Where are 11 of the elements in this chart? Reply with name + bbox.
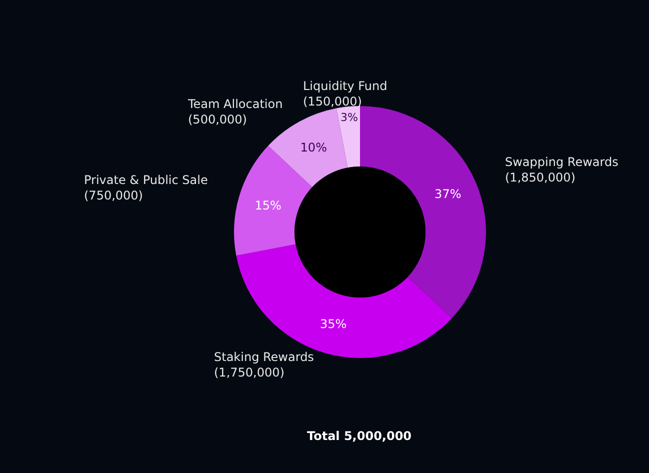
slice-label: Team Allocation (500,000) xyxy=(187,97,283,127)
data-label: 15% xyxy=(254,198,282,212)
data-label: 37% xyxy=(434,186,462,201)
slice-label: Swapping Rewards (1,850,000) xyxy=(505,155,618,185)
slice-label: Liquidity Fund (150,000) xyxy=(303,79,388,109)
data-label: 35% xyxy=(320,316,347,331)
data-label: 10% xyxy=(300,140,327,155)
data-label: 3% xyxy=(340,111,358,124)
text: Total 5,000,000 xyxy=(307,429,412,443)
slice-label: Staking Rewards (1,750,000) xyxy=(214,350,314,380)
slice-label: Private & Public Sale (750,000) xyxy=(84,173,208,203)
